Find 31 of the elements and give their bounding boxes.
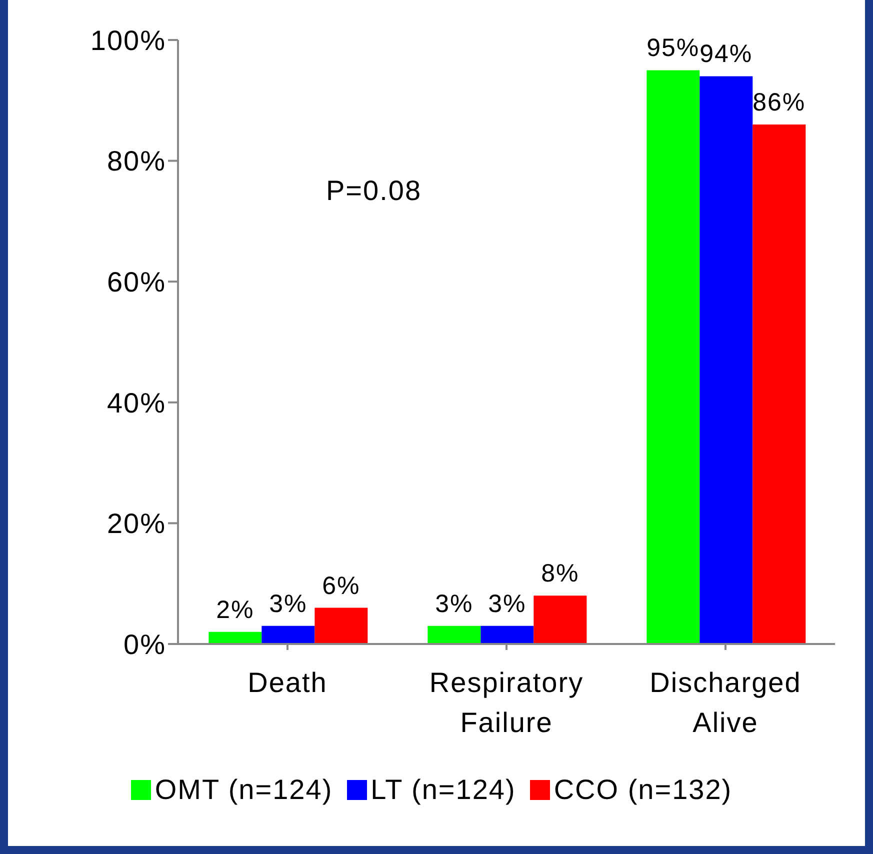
bar xyxy=(480,626,534,644)
data-label: 2% xyxy=(216,596,254,624)
bar xyxy=(646,70,700,644)
y-tick-label: 0% xyxy=(124,628,166,660)
data-label: 3% xyxy=(435,590,474,618)
bar xyxy=(700,76,753,644)
bar xyxy=(262,626,315,644)
legend-label: CCO (n=132) xyxy=(554,774,732,806)
bar xyxy=(208,632,262,644)
bar xyxy=(314,608,368,644)
data-label: 6% xyxy=(322,572,360,600)
x-tick-label: Death xyxy=(248,667,328,698)
data-label: 94% xyxy=(700,40,753,68)
data-label: 3% xyxy=(269,590,308,618)
bar xyxy=(534,596,587,644)
y-tick-label: 60% xyxy=(106,266,166,298)
bar xyxy=(752,124,806,644)
bar xyxy=(428,626,481,644)
legend-label: LT (n=124) xyxy=(370,774,516,806)
data-label: 86% xyxy=(752,88,806,117)
y-tick-label: 40% xyxy=(106,387,166,418)
data-label: 95% xyxy=(646,34,700,62)
data-label: 8% xyxy=(541,560,580,588)
x-tick-label: Respiratory Failure xyxy=(429,667,584,738)
data-label: 3% xyxy=(488,590,526,618)
y-tick-label: 20% xyxy=(106,508,166,540)
legend-label: OMT (n=124) xyxy=(154,774,333,806)
x-tick-label: Discharged Alive xyxy=(650,667,802,738)
y-tick-label: 100% xyxy=(90,24,166,56)
annotation: P=0.08 xyxy=(326,175,422,207)
y-tick-label: 80% xyxy=(106,146,166,177)
